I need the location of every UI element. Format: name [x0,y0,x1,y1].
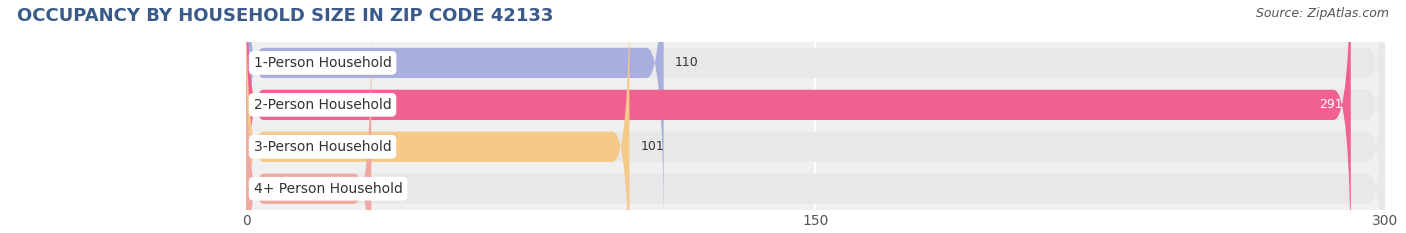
Text: 33: 33 [382,182,398,195]
Text: 1-Person Household: 1-Person Household [253,56,391,70]
FancyBboxPatch shape [246,15,371,233]
FancyBboxPatch shape [246,0,1385,233]
FancyBboxPatch shape [246,0,1385,233]
Text: 2-Person Household: 2-Person Household [253,98,391,112]
Text: 110: 110 [675,56,699,69]
FancyBboxPatch shape [246,15,1385,233]
Text: 4+ Person Household: 4+ Person Household [253,182,402,196]
FancyBboxPatch shape [246,0,1385,233]
FancyBboxPatch shape [246,0,664,233]
Text: Source: ZipAtlas.com: Source: ZipAtlas.com [1256,7,1389,20]
FancyBboxPatch shape [246,0,630,233]
Text: 101: 101 [641,140,665,153]
Text: OCCUPANCY BY HOUSEHOLD SIZE IN ZIP CODE 42133: OCCUPANCY BY HOUSEHOLD SIZE IN ZIP CODE … [17,7,553,25]
Text: 3-Person Household: 3-Person Household [253,140,391,154]
FancyBboxPatch shape [246,0,1351,233]
Text: 291: 291 [1319,98,1343,111]
